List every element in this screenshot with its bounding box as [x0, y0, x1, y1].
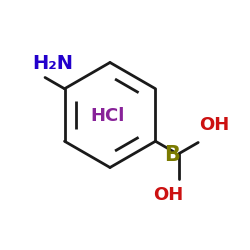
Text: OH: OH	[154, 186, 184, 204]
Text: OH: OH	[199, 116, 229, 134]
Text: HCl: HCl	[90, 107, 124, 125]
Text: H₂N: H₂N	[32, 54, 74, 73]
Text: B: B	[164, 145, 180, 165]
